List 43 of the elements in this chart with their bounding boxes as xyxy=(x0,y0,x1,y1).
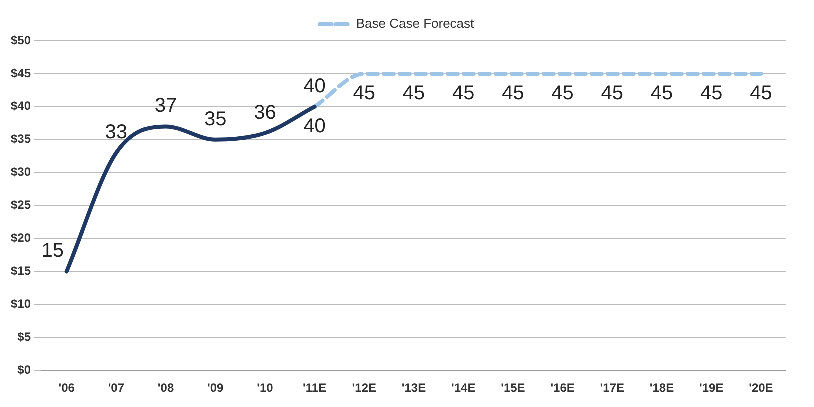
data-label: 45 xyxy=(452,82,475,104)
data-label: 40 xyxy=(304,75,326,98)
data-label: 33 xyxy=(105,122,128,144)
x-tick-label: '16E xyxy=(550,381,575,396)
x-tick-label: '09 xyxy=(208,381,224,396)
y-tick-label: $20 xyxy=(10,231,32,246)
x-tick-label: '14E xyxy=(452,381,476,396)
data-label: 45 xyxy=(650,82,674,104)
y-tick-label: $0 xyxy=(18,362,32,377)
x-tick-label: '20E xyxy=(749,381,774,396)
data-label: 45 xyxy=(601,82,624,104)
x-tick-label: '12E xyxy=(352,381,377,396)
x-tick-label: '11E xyxy=(303,381,327,396)
data-label: 37 xyxy=(154,95,178,118)
x-tick-label: '18E xyxy=(650,381,674,396)
y-tick-label: $30 xyxy=(10,165,32,180)
x-tick-label: '17E xyxy=(600,381,625,396)
y-tick-label: $35 xyxy=(10,132,32,146)
y-tick-label: $5 xyxy=(18,330,32,344)
y-tick-label: $50 xyxy=(10,33,32,48)
x-tick-label: '08 xyxy=(158,381,174,396)
data-label: 45 xyxy=(353,82,376,104)
data-label: 15 xyxy=(42,240,64,262)
data-label: 45 xyxy=(750,82,772,104)
x-tick-label: '10 xyxy=(257,381,274,396)
data-label: 45 xyxy=(502,82,524,104)
data-label: 45 xyxy=(402,82,426,104)
data-label: 35 xyxy=(204,108,227,130)
data-label: 45 xyxy=(700,82,723,104)
legend-label: Base Case Forecast xyxy=(356,16,475,32)
y-tick-label: $25 xyxy=(10,198,32,212)
data-label: 36 xyxy=(254,102,276,124)
y-tick-label: $15 xyxy=(10,264,32,278)
y-tick-label: $10 xyxy=(10,296,32,311)
y-tick-label: $45 xyxy=(10,66,32,80)
x-tick-label: '13E xyxy=(402,381,426,396)
x-tick-label: '19E xyxy=(699,381,724,396)
x-tick-label: '15E xyxy=(501,381,526,396)
y-tick-label: $40 xyxy=(10,99,32,114)
data-label: 45 xyxy=(552,82,574,104)
x-tick-label: '06 xyxy=(58,381,76,396)
data-label: 40 xyxy=(304,115,326,138)
x-tick-label: '07 xyxy=(108,381,125,396)
